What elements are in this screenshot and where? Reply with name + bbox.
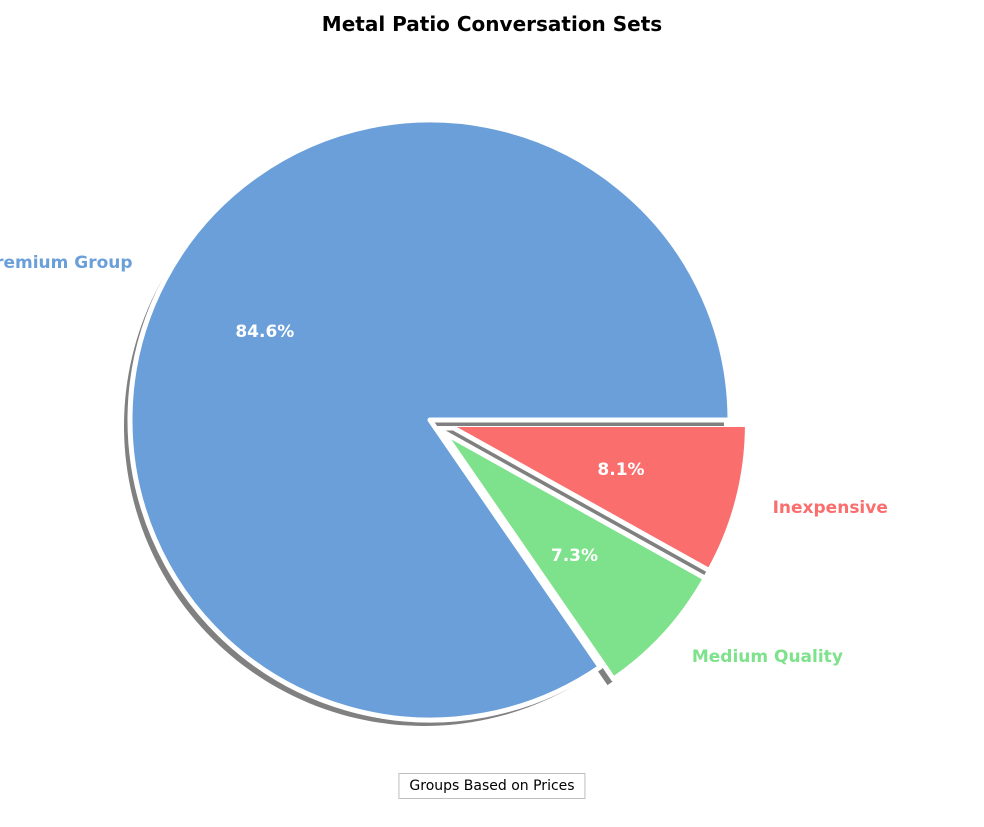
pie-pct-label: 7.3%	[551, 546, 598, 566]
legend-title-box: Groups Based on Prices	[398, 773, 585, 799]
pie-slice-label: Medium Quality	[692, 647, 843, 667]
chart-title: Metal Patio Conversation Sets	[0, 12, 984, 36]
pie-pct-label: 8.1%	[597, 460, 644, 480]
pie-slice-label: Premium Group	[0, 253, 133, 273]
pie-pct-label: 84.6%	[235, 322, 294, 342]
pie-chart-svg	[0, 0, 984, 827]
pie-slice-label: Inexpensive	[773, 498, 888, 518]
pie-chart-container: Metal Patio Conversation Sets 8.1% Inexpe…	[0, 0, 984, 827]
